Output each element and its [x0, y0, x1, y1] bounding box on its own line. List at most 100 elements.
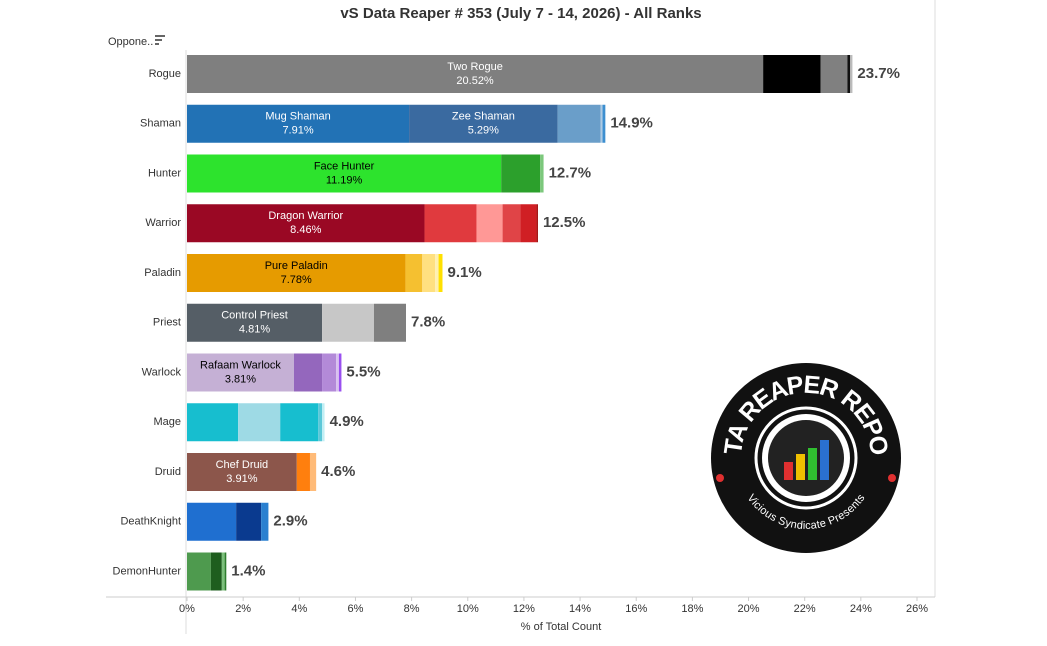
bar-segment: [322, 353, 337, 392]
segment-value-label: 5.29%: [468, 125, 499, 137]
segment-value-label: 7.78%: [281, 274, 312, 286]
bar-segment: [210, 552, 222, 591]
bar-segment: [409, 104, 558, 143]
bar-segment: [763, 55, 821, 93]
total-label: 2.9%: [273, 513, 307, 530]
bar-segment: [187, 104, 410, 143]
x-tick-label: 0%: [179, 603, 195, 615]
total-label: 12.7%: [549, 164, 592, 181]
y-tick-label: Priest: [153, 317, 181, 329]
y-tick-label: Warrior: [145, 217, 181, 229]
bar-segment: [322, 403, 325, 442]
x-tick-label: 12%: [513, 603, 535, 615]
x-tick-label: 4%: [291, 603, 307, 615]
bar-segment: [224, 552, 227, 591]
bar-segment: [820, 55, 848, 93]
bar-segment: [293, 353, 323, 392]
sort-icon[interactable]: [155, 35, 165, 45]
logo-star: [716, 474, 724, 482]
bar-segment: [309, 453, 317, 491]
x-axis-label: % of Total Count: [521, 621, 602, 633]
y-tick-label: Druid: [155, 466, 181, 478]
bar-segment: [536, 204, 538, 243]
segment-value-label: 20.52%: [456, 75, 494, 87]
y-tick-label: Hunter: [148, 167, 181, 179]
bar-segment: [187, 453, 297, 491]
logo-ring: [754, 406, 858, 510]
total-label: 12.5%: [543, 214, 586, 231]
total-label: 5.5%: [346, 363, 380, 380]
bar-segment: [540, 154, 544, 193]
bar-segment: [238, 403, 281, 442]
total-label: 23.7%: [857, 65, 900, 82]
y-tick-label: Paladin: [144, 267, 181, 279]
bar-segment: [520, 204, 537, 243]
total-label: 14.9%: [610, 115, 653, 132]
bar-segment: [435, 254, 439, 292]
segment-value-label: 4.81%: [239, 324, 270, 336]
bar-segment: [187, 303, 323, 342]
bar-segment: [296, 453, 310, 491]
bar-segment: [187, 154, 502, 193]
segment-value-label: 3.91%: [226, 473, 257, 485]
bar-segment: [424, 204, 477, 243]
y-tick-label: DemonHunter: [113, 565, 182, 577]
bar-segment: [318, 403, 323, 442]
y-tick-label: Rogue: [149, 68, 181, 80]
bar-segment: [850, 55, 853, 93]
segment-label: Face Hunter: [314, 160, 375, 172]
segment-value-label: 7.91%: [282, 125, 313, 137]
bar-segment: [373, 303, 406, 342]
bar-segment: [336, 353, 339, 392]
segment-value-label: 11.19%: [326, 174, 363, 186]
logo-icon: [820, 440, 829, 480]
logo-inner: [768, 420, 844, 496]
y-tick-label: Shaman: [140, 118, 181, 130]
logo-icon: [784, 462, 793, 480]
logo-icon: [796, 454, 805, 480]
bar-segment: [187, 552, 211, 591]
x-tick-label: 26%: [906, 603, 928, 615]
segment-label: Pure Paladin: [265, 260, 328, 272]
bar-segment: [187, 502, 237, 541]
bar-segment: [236, 502, 262, 541]
x-tick-label: 14%: [569, 603, 591, 615]
bar-segment: [221, 552, 225, 591]
bar-segment: [501, 154, 541, 193]
x-tick-label: 2%: [235, 603, 251, 615]
bar-segment: [280, 403, 319, 442]
bar-segment: [261, 502, 269, 541]
bar-segment: [187, 55, 764, 93]
bar-segment: [405, 254, 423, 292]
x-tick-label: 16%: [625, 603, 647, 615]
x-tick-label: 8%: [404, 603, 420, 615]
segment-label: Rafaam Warlock: [200, 359, 281, 371]
total-label: 4.6%: [321, 463, 355, 480]
segment-value-label: 3.81%: [225, 373, 256, 385]
segment-value-label: 8.46%: [290, 224, 321, 236]
bar-segment: [187, 353, 294, 392]
y-header[interactable]: Oppone..: [108, 36, 153, 48]
bar-segment: [187, 204, 425, 243]
y-tick-label: DeathKnight: [120, 516, 181, 528]
total-label: 9.1%: [448, 264, 482, 281]
x-tick-label: 10%: [457, 603, 479, 615]
total-label: 1.4%: [231, 562, 265, 579]
bar-segment: [502, 204, 521, 243]
segment-label: Dragon Warrior: [268, 210, 343, 222]
chart-title: vS Data Reaper # 353 (July 7 - 14, 2026)…: [340, 5, 701, 22]
bar-segment: [602, 104, 606, 143]
segment-label: Zee Shaman: [452, 111, 515, 123]
segment-label: Control Priest: [221, 310, 288, 322]
bar-segment: [187, 254, 406, 292]
y-tick-label: Mage: [153, 416, 181, 428]
logo-star: [888, 474, 896, 482]
bar-segment: [422, 254, 436, 292]
x-tick-label: 24%: [850, 603, 872, 615]
x-tick-label: 20%: [738, 603, 760, 615]
total-label: 7.8%: [411, 314, 445, 331]
x-tick-label: 6%: [348, 603, 364, 615]
bar-segment: [438, 254, 443, 292]
